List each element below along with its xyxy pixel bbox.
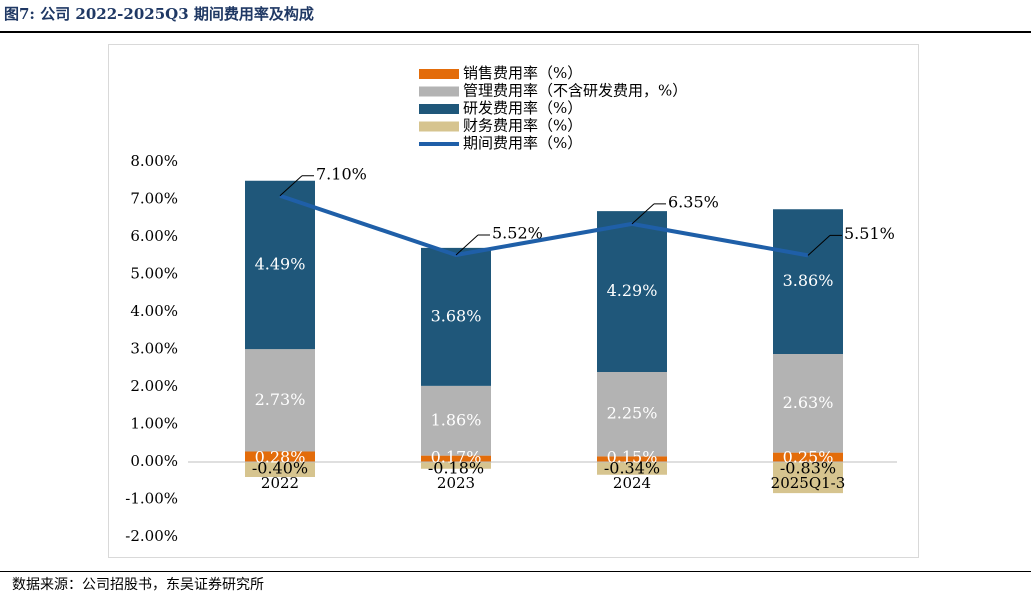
y-tick-label: 0.00% <box>130 452 178 470</box>
legend-swatch <box>419 86 459 97</box>
y-tick-label: 1.00% <box>130 415 178 433</box>
legend-label: 研发费用率（%） <box>463 99 582 117</box>
bar-selling <box>597 456 667 462</box>
bar-finance <box>421 462 491 469</box>
leader-line <box>631 203 655 225</box>
y-tick-label: 5.00% <box>130 265 178 283</box>
leader-line <box>807 235 831 256</box>
data-label-total: 5.52% <box>492 224 543 243</box>
data-label-finance: -0.34% <box>604 459 660 478</box>
data-label-finance: -0.40% <box>252 459 308 478</box>
y-tick-label: -2.00% <box>125 527 178 545</box>
data-label-rd: 4.29% <box>607 281 658 300</box>
x-tick-label: 2022 <box>261 474 299 492</box>
legend-label: 期间费用率（%） <box>463 134 582 152</box>
bar-finance <box>245 462 315 477</box>
source-note: 数据来源：公司招股书，东吴证券研究所 <box>12 577 264 593</box>
bar-selling <box>421 455 491 462</box>
y-tick-label: 4.00% <box>130 302 178 320</box>
legend-swatch <box>419 69 459 79</box>
line-total <box>279 193 809 258</box>
top-rule <box>0 31 1031 33</box>
y-tick-label: 8.00% <box>130 152 178 170</box>
data-label-rd: 4.49% <box>255 254 306 273</box>
y-tick-label: -1.00% <box>125 490 178 508</box>
x-tick-label: 2025Q1-3 <box>771 474 846 492</box>
y-tick-label: 6.00% <box>130 227 178 245</box>
x-tick-label: 2023 <box>437 474 475 492</box>
bar-selling <box>773 452 843 462</box>
bar-rd <box>245 180 315 350</box>
data-label-finance: -0.18% <box>428 459 484 478</box>
leader-line <box>279 175 303 197</box>
y-tick-label: 7.00% <box>130 190 178 208</box>
data-label-selling: 0.28% <box>255 448 306 467</box>
bottom-rule <box>0 571 1031 572</box>
legend-swatch <box>419 104 459 114</box>
bar-admin <box>773 354 843 453</box>
legend-label: 管理费用率（不含研发费用，%） <box>463 82 687 100</box>
data-label-rd: 3.68% <box>431 306 482 325</box>
y-tick-label: 3.00% <box>130 340 178 358</box>
data-label-admin: 2.25% <box>607 404 658 423</box>
data-label-finance: -0.83% <box>780 459 836 478</box>
bar-finance <box>773 462 843 494</box>
bar-selling <box>245 451 315 462</box>
data-label-total: 6.35% <box>668 192 719 211</box>
data-label-total: 5.51% <box>844 224 895 243</box>
bar-rd <box>421 247 491 386</box>
bar-rd <box>773 209 843 354</box>
legend-swatch <box>419 121 459 132</box>
bar-admin <box>421 385 491 456</box>
bar-admin <box>245 349 315 452</box>
x-tick-label: 2024 <box>613 474 651 492</box>
chart-frame <box>108 44 919 558</box>
data-label-rd: 3.86% <box>783 271 834 290</box>
data-label-admin: 1.86% <box>431 410 482 429</box>
bar-rd <box>597 211 667 372</box>
leader-line <box>455 234 479 256</box>
bar-admin <box>597 372 667 457</box>
data-label-admin: 2.73% <box>255 390 306 409</box>
data-label-selling: 0.25% <box>783 448 834 467</box>
legend-label: 财务费用率（%） <box>463 117 582 135</box>
data-label-selling: 0.15% <box>607 448 658 467</box>
data-label-total: 7.10% <box>316 164 367 183</box>
legend-label: 销售费用率（%） <box>463 64 582 82</box>
figure-title: 图7: 公司 2022-2025Q3 期间费用率及构成 <box>4 5 314 23</box>
data-label-selling: 0.17% <box>431 448 482 467</box>
bar-finance <box>597 462 667 475</box>
y-tick-label: 2.00% <box>130 377 178 395</box>
data-label-admin: 2.63% <box>783 393 834 412</box>
